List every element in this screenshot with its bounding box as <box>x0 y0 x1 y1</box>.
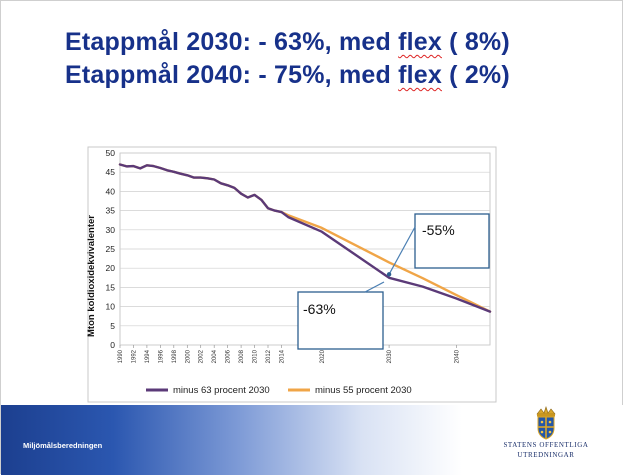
title-line-2-text-a: Etappmål 2040: - 75%, med <box>65 61 399 89</box>
x-tick-label: 2010 <box>253 349 259 363</box>
title-line-1-text-a: Etappmål 2030: - 63%, med <box>65 28 399 56</box>
x-tick-label: 2008 <box>239 349 245 363</box>
y-axis-title: Mton koldioxidekvivalenter <box>86 215 97 337</box>
x-tick-label: 2040 <box>454 349 460 363</box>
annotation-box <box>297 291 384 350</box>
logo-text-line-1: STATENS OFFENTLIGA <box>503 441 589 449</box>
x-tick-label: 2006 <box>226 349 232 363</box>
x-tick-label: 2014 <box>279 349 285 363</box>
x-tick-label: 1994 <box>145 349 151 363</box>
y-tick-label: 25 <box>106 244 116 254</box>
x-tick-label: 2004 <box>212 349 218 363</box>
footer-bar <box>1 405 623 475</box>
x-tick-label: 2020 <box>320 349 326 363</box>
y-tick-label: 20 <box>106 263 116 273</box>
crown-shield-icon <box>536 406 556 440</box>
annotation-leader <box>364 281 385 293</box>
title-line-1-text-b: ( 8%) <box>442 28 510 56</box>
x-tick-label: 1998 <box>172 349 178 363</box>
legend-label: minus 55 procent 2030 <box>315 385 412 396</box>
logo-text-line-2: UTREDNINGAR <box>517 451 575 459</box>
series-line <box>118 163 492 313</box>
annotation-marker <box>386 272 392 277</box>
y-tick-label: 35 <box>106 206 116 216</box>
annotation-box <box>414 213 490 269</box>
footer-label: Miljömålsberedningen <box>23 441 103 450</box>
x-tick-label: 2030 <box>387 349 393 363</box>
slide-title-line-1: Etappmål 2030: - 63%, med flex ( 8%) <box>65 28 510 57</box>
slide-title-line-2: Etappmål 2040: - 75%, med flex ( 2%) <box>65 61 510 90</box>
title-line-2-flex-word: flex <box>398 61 442 89</box>
y-tick-label: 5 <box>110 321 115 331</box>
title-line-1-flex-word: flex <box>398 28 442 56</box>
x-tick-label: 1990 <box>118 349 124 363</box>
x-tick-label: 1992 <box>131 349 137 363</box>
annotation-leader <box>388 226 416 275</box>
y-tick-label: 30 <box>106 225 116 235</box>
title-line-2-text-b: ( 2%) <box>442 61 510 89</box>
legend-label: minus 63 procent 2030 <box>173 385 270 396</box>
y-tick-label: 50 <box>106 148 116 158</box>
y-tick-label: 45 <box>106 167 116 177</box>
y-tick-label: 0 <box>110 340 115 350</box>
y-tick-label: 10 <box>106 302 116 312</box>
annotation-label: -63% <box>303 301 336 317</box>
annotation-label: -55% <box>422 222 455 238</box>
y-tick-label: 15 <box>106 282 116 292</box>
sou-logo: STATENS OFFENTLIGA UTREDNINGAR <box>491 405 601 471</box>
emissions-chart: 0 5 10 15 20 25 30 35 40 45 50 1990 1992 1994 1996 1998… <box>86 146 497 403</box>
x-tick-label: 1996 <box>158 349 164 363</box>
x-tick-label: 2012 <box>266 349 272 363</box>
x-tick-label: 2002 <box>199 349 205 363</box>
x-tick-label: 2000 <box>185 349 191 363</box>
y-tick-label: 40 <box>106 186 116 196</box>
